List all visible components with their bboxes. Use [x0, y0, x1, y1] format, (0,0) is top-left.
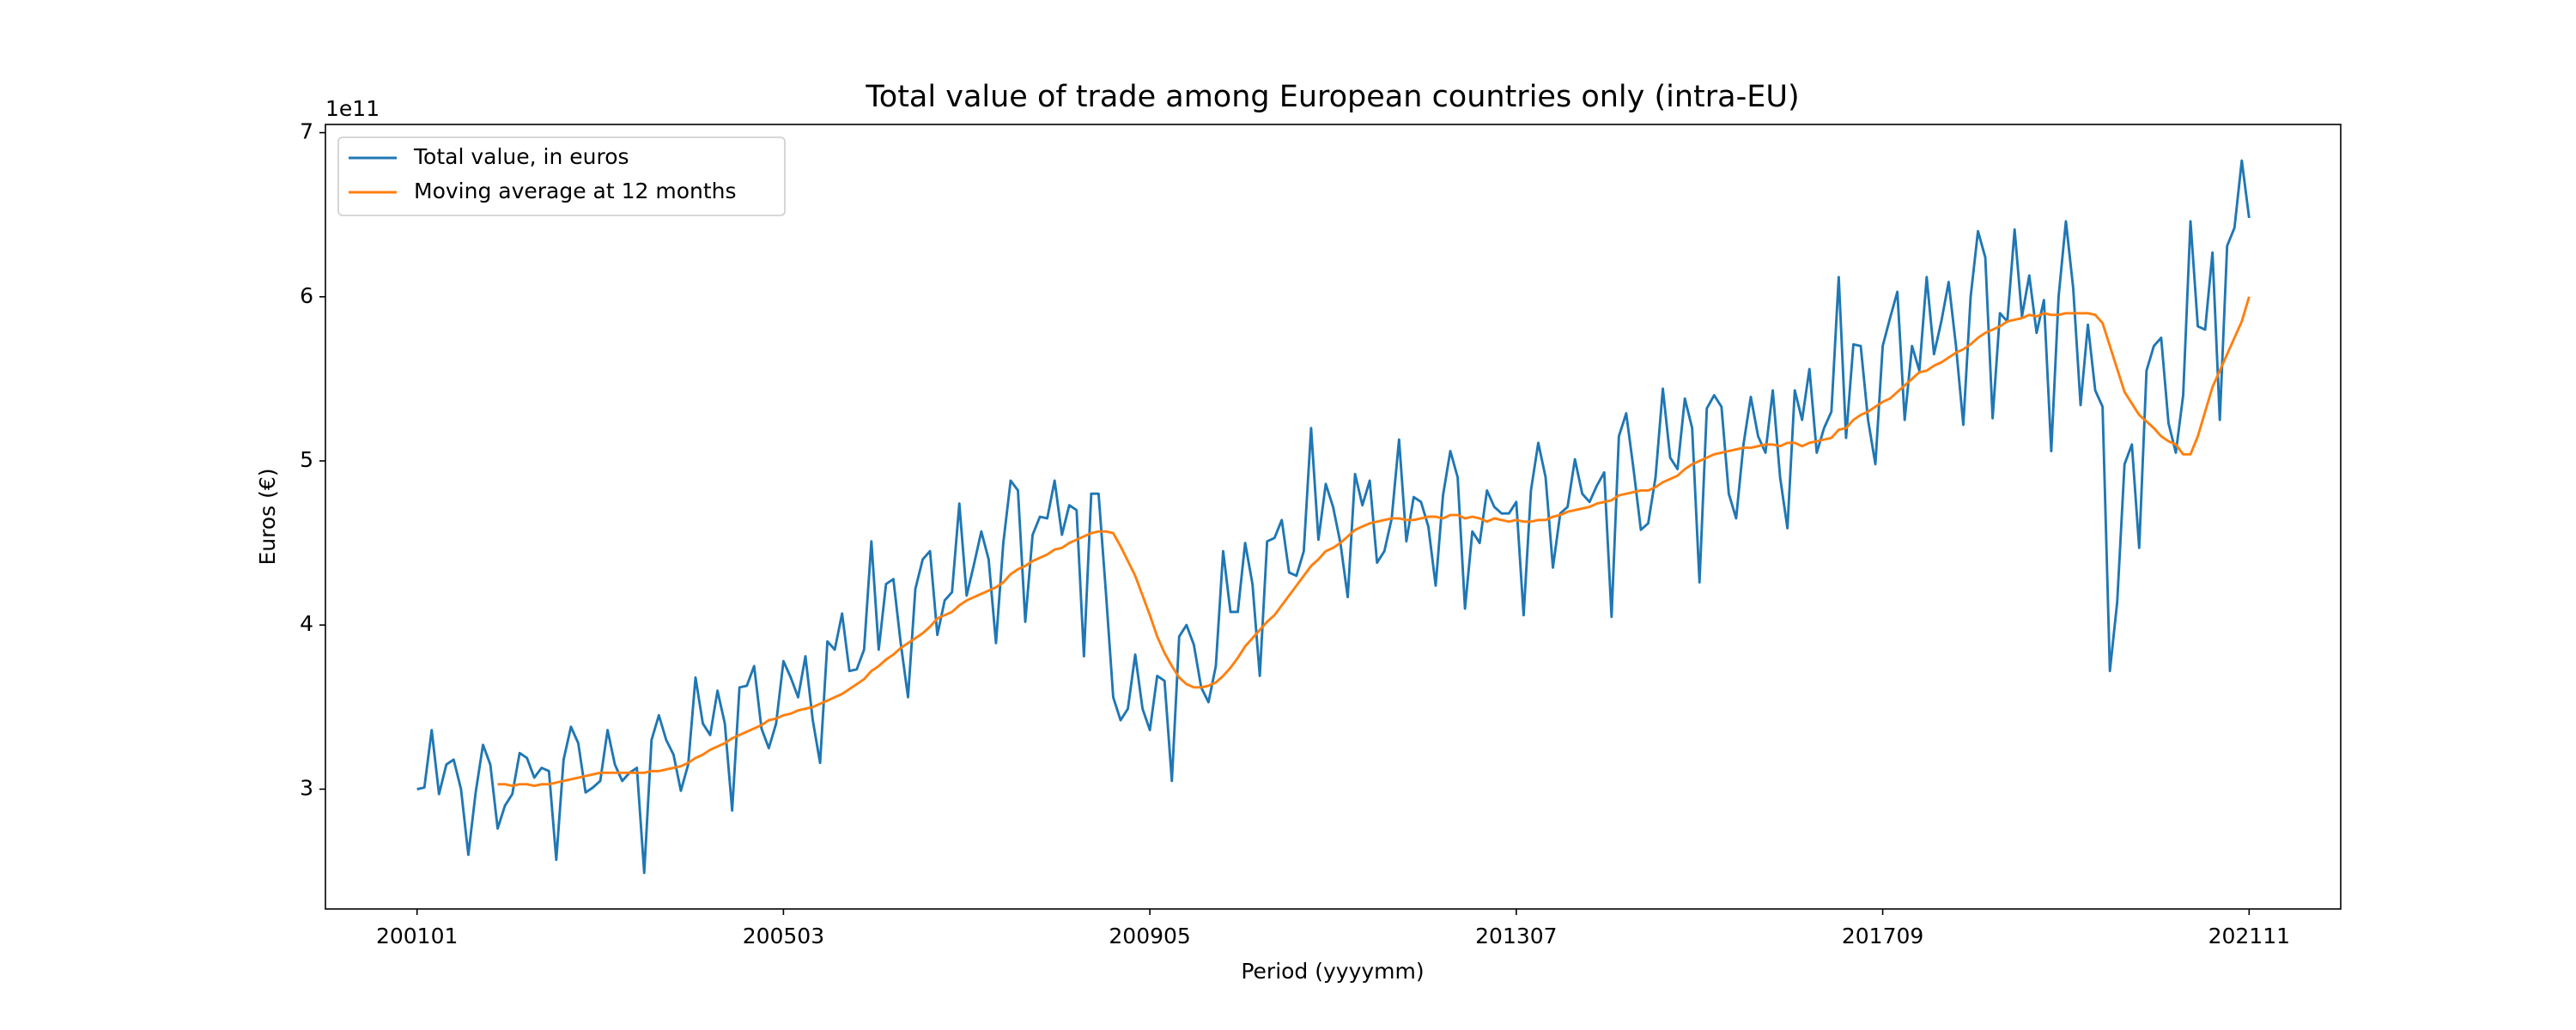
- legend-box: [337, 136, 786, 216]
- y-axis-label: Euros (€): [255, 468, 280, 565]
- x-tick-label: 200503: [743, 924, 824, 948]
- y-tick-label: 6: [300, 283, 313, 308]
- y-offset-label: 1e11: [325, 96, 380, 121]
- y-tick-label: 5: [300, 447, 313, 472]
- x-axis-label: Period (yyyymm): [1241, 959, 1424, 984]
- y-tick-label: 3: [300, 775, 313, 800]
- series-line: [497, 296, 2251, 788]
- y-tick-label: 4: [300, 611, 313, 636]
- x-tick-label: 202111: [2208, 924, 2290, 948]
- legend-label: Moving average at 12 months: [414, 179, 737, 203]
- plot-frame: [325, 124, 2342, 910]
- x-tick-label: 201307: [1475, 924, 1557, 948]
- legend-label: Total value, in euros: [413, 144, 629, 169]
- y-tick-label: 7: [300, 119, 313, 144]
- x-tick-label: 200905: [1109, 924, 1190, 948]
- x-tick-label: 200101: [376, 924, 458, 948]
- x-tick-label: 201709: [1842, 924, 1923, 948]
- chart-title: Total value of trade among European coun…: [865, 80, 1799, 114]
- series-line: [416, 159, 2251, 875]
- legend: Total value, in euros Moving average at 1…: [337, 136, 786, 216]
